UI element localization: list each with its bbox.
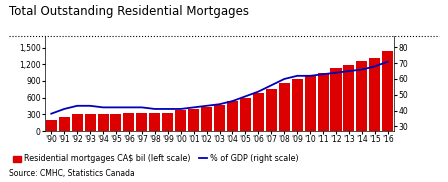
Bar <box>149 113 160 131</box>
Bar <box>136 113 147 131</box>
Text: Source: CMHC, Statistics Canada: Source: CMHC, Statistics Canada <box>9 169 135 178</box>
Bar <box>253 93 264 131</box>
Bar <box>85 114 95 131</box>
Bar <box>382 52 393 131</box>
Bar <box>124 113 134 131</box>
Bar <box>175 110 186 131</box>
Bar <box>227 101 238 131</box>
Legend: Residential mortgages CA$ bil (left scale), % of GDP (right scale): Residential mortgages CA$ bil (left scal… <box>13 154 299 163</box>
Bar <box>331 68 341 131</box>
Bar <box>318 73 328 131</box>
Bar <box>111 114 121 131</box>
Bar <box>162 113 173 131</box>
Bar <box>214 105 225 131</box>
Bar <box>72 114 83 131</box>
Bar <box>344 65 354 131</box>
Bar <box>357 62 367 131</box>
Bar <box>292 79 303 131</box>
Bar <box>188 109 199 131</box>
Bar <box>59 117 70 131</box>
Bar <box>279 83 290 131</box>
Bar <box>201 106 212 131</box>
Text: Total Outstanding Residential Mortgages: Total Outstanding Residential Mortgages <box>9 5 249 18</box>
Bar <box>98 114 108 131</box>
Bar <box>369 58 380 131</box>
Bar <box>240 98 251 131</box>
Bar <box>305 76 316 131</box>
Bar <box>266 89 277 131</box>
Bar <box>46 120 57 131</box>
